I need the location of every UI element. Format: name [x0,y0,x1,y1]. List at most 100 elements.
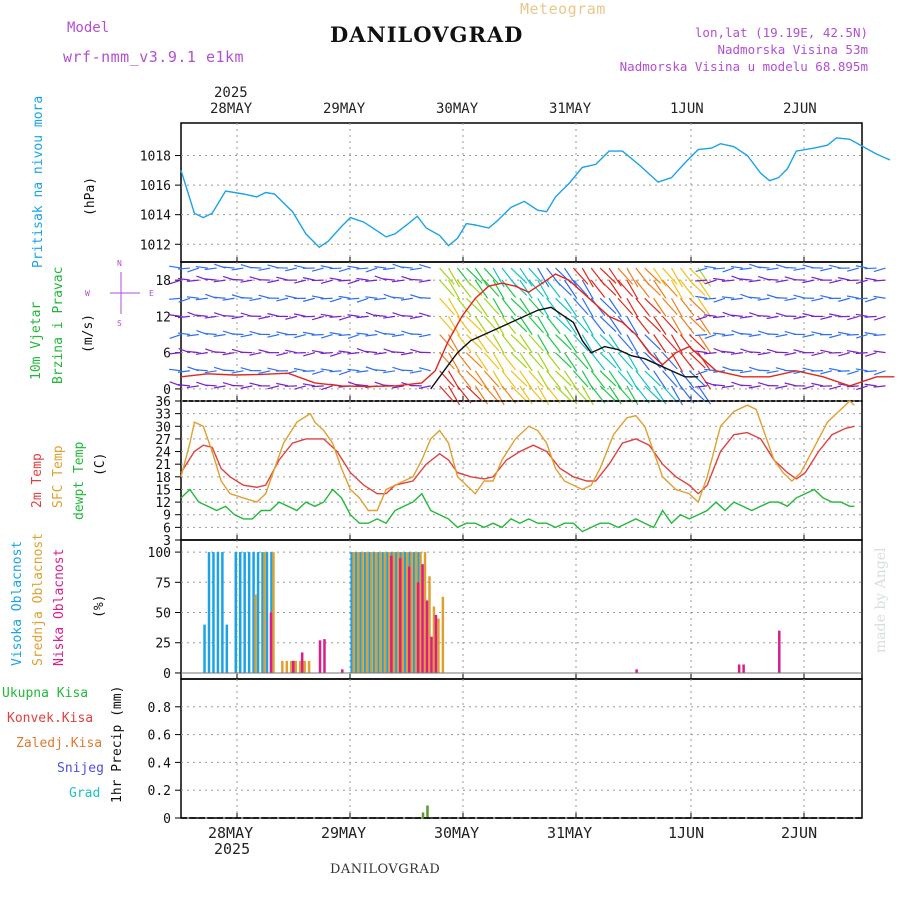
wind-arrow [400,352,413,356]
wind-arrow [599,385,617,402]
wind-arrow [695,267,708,273]
wind-arrow [186,296,199,299]
wind-arrow [546,352,561,371]
wind-arrow [855,313,868,317]
wind-arrow [456,279,472,298]
wind-arrow [276,382,289,387]
wind-arrow [829,264,842,269]
wind-arrow [662,370,678,388]
clouds-bar-2 [399,558,402,673]
wind-arrow [712,267,726,270]
clouds-bar-0 [403,552,407,673]
ytick-label-wind-3: 18 [155,274,171,289]
wind-arrow [474,370,489,390]
wind-arrow [303,352,315,357]
wind-arrow [811,331,824,336]
wind-arrow [465,267,483,284]
ytick-label-pressure-2: 1016 [140,179,171,194]
wind-arrow [537,267,550,288]
precip-label-hail: Grad [69,786,101,801]
wind-arrow [338,315,351,321]
wind-arrow [302,383,315,387]
wind-arrow [409,333,422,336]
wind-arrow [662,334,678,352]
ytick-label-precip-1: 0.2 [148,784,171,799]
wind-arrow [204,370,217,374]
clouds-bar-0 [350,552,353,673]
wind-arrow [510,267,528,284]
wind-arrow [626,267,639,288]
wind-arrow [864,267,877,270]
wind-arrow [695,279,708,282]
wind-arrow [177,370,190,373]
wind-arrow [873,333,886,337]
top-day-2: 30MAY [436,101,479,117]
clouds-bar-0 [395,552,398,673]
clouds-bar-0 [377,552,380,673]
wind-arrow [590,352,606,371]
compass-w: W [85,289,90,298]
wind-arrow [697,267,712,287]
wind-arrow [374,314,387,317]
wind-arrow [177,332,190,336]
wind-arrow [662,279,678,297]
bottom-title: DANILOVGRAD [330,862,441,877]
wind-arrow [439,315,455,334]
clouds-bar-1 [419,552,422,673]
wind-arrow [688,370,706,387]
wind-arrow [855,368,868,372]
wind-arrow [169,333,182,339]
clouds-bar-2 [323,639,326,673]
wind-arrow [599,370,617,387]
wind-arrow [465,334,483,351]
wind-arrow [864,383,877,387]
wind-arrow [204,332,217,336]
wind-arrow [653,279,667,299]
top-day-1: 29MAY [323,101,366,117]
wind-arrow [662,352,678,370]
ytick-label-temperature-3: 12 [155,496,171,511]
wind-arrow [688,385,706,402]
clouds-bar-1 [272,552,275,673]
wind-arrow [653,267,667,287]
wind-arrow [409,315,422,320]
wind-arrow [483,352,500,370]
clouds-bar-1 [254,594,257,673]
wind-arrow [374,265,387,269]
wind-arrow [644,279,661,296]
wind-arrow [730,265,743,269]
ytick-label-wind-1: 6 [163,347,171,362]
ytick-label-precip-3: 0.6 [148,729,171,744]
wind-arrow [856,385,868,391]
meteogram-subtitle: Meteogram [520,0,606,18]
wind-arrow [285,349,298,354]
wind-arrow [347,352,360,355]
clouds-bar-1 [370,552,373,673]
wind-arrow [267,385,280,390]
wind-arrow [365,296,378,299]
wind-arrow [757,297,770,301]
wind-arrow [626,334,639,354]
wind-arrow [293,313,306,317]
wind-arrow [492,352,505,373]
wind-arrow [439,279,455,297]
clouds-bar-2 [430,636,433,673]
ytick-label-precip-4: 0.8 [148,701,171,716]
wind-arrow [537,316,550,336]
wind-arrow [617,267,634,285]
clouds-bar-1 [374,552,378,673]
wind-arrow [546,334,561,353]
wind-arrow [311,315,324,321]
wind-arrow [240,279,253,283]
wind-arrow [483,279,500,297]
wind-arrow [838,352,851,357]
wind-arrow [465,370,483,387]
wind-arrow [195,314,208,317]
temperature-line-0 [180,425,855,495]
wind-arrow [285,315,298,320]
wind-arrow [873,295,886,299]
wind-arrow [670,297,684,318]
clouds-bar-0 [256,552,260,673]
wind-arrow [320,297,333,300]
